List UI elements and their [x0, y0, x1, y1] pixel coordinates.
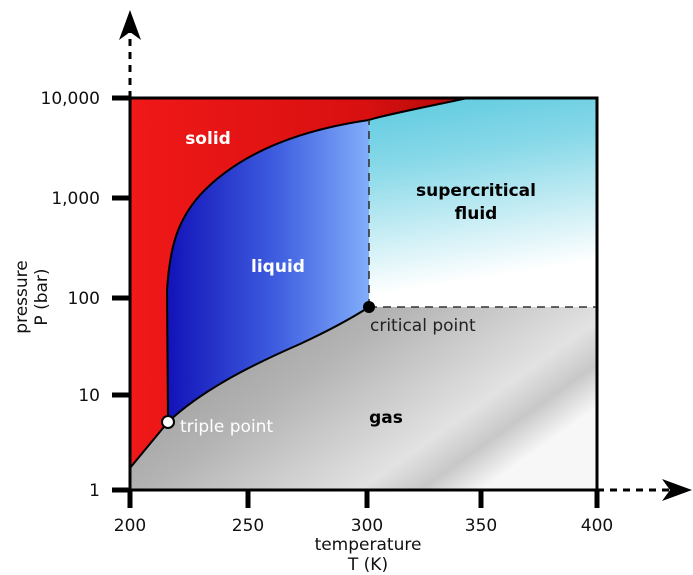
- y-axis-title-unit: P (bar): [32, 268, 52, 325]
- x-tick-label: 400: [581, 516, 613, 536]
- critical-point-label: critical point: [370, 316, 476, 336]
- vaporization-curve: [167, 306, 370, 423]
- x-axis-title-unit: T (K): [347, 555, 388, 575]
- triple-point-marker: [161, 415, 175, 429]
- y-tick-label: 1: [89, 481, 100, 501]
- liquid-label: liquid: [251, 257, 305, 277]
- plot-frame: [128, 96, 599, 492]
- y-tick-label: 100: [68, 289, 100, 309]
- gas-region: [130, 307, 597, 490]
- y-tick-label: 1,000: [51, 189, 100, 209]
- melting-curve: [165, 97, 469, 423]
- y-tick-label: 10,000: [41, 89, 100, 109]
- y-tick-label: 10: [78, 386, 100, 406]
- x-tick-label: 200: [114, 516, 146, 536]
- x-tick-label: 300: [351, 516, 383, 536]
- x-axis-title: temperature: [315, 535, 422, 555]
- gas-label: gas: [369, 408, 403, 428]
- liquid-region: [167, 120, 369, 422]
- x-axis-ticks: [127, 490, 600, 508]
- solid-label: solid: [185, 129, 231, 149]
- solid-region: [130, 98, 468, 468]
- y-axis-arrowhead: [119, 10, 141, 40]
- critical-point-marker: [363, 301, 375, 313]
- x-tick-label: 350: [465, 516, 497, 536]
- y-axis-ticks: [112, 95, 130, 493]
- triple-point-label: triple point: [180, 417, 273, 437]
- supercritical-label: supercritical: [416, 181, 536, 201]
- supercritical-label-line2: fluid: [455, 204, 498, 224]
- sublimation-curve: [129, 421, 169, 469]
- x-axis-arrowhead: [662, 479, 692, 501]
- y-axis-title: pressure: [12, 260, 32, 333]
- x-tick-label: 250: [232, 516, 264, 536]
